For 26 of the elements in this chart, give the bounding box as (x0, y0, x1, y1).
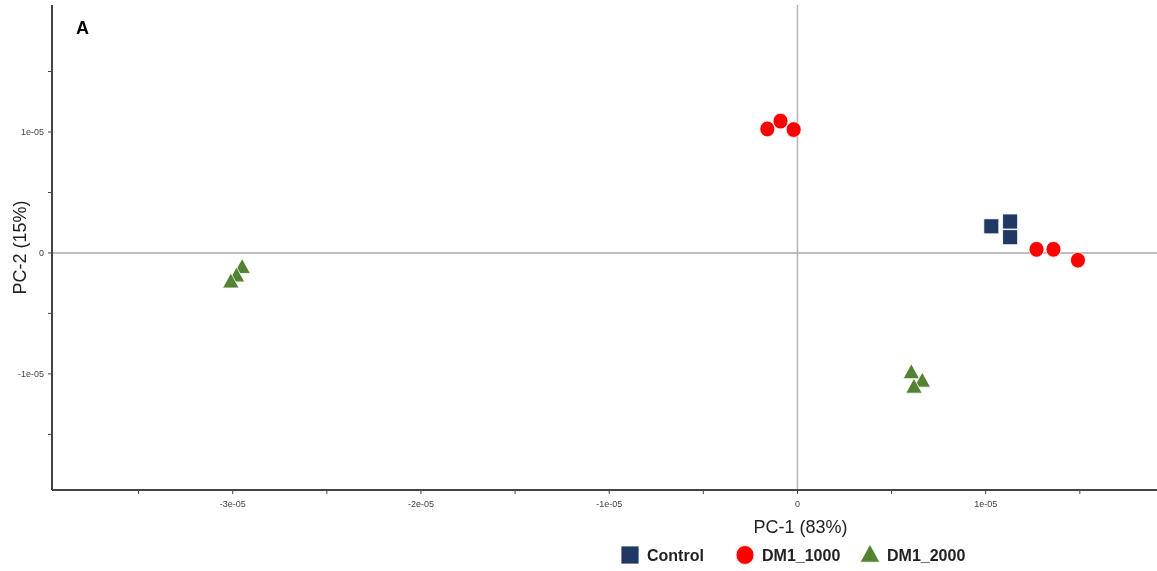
point (983, 218, 1000, 235)
point (902, 363, 920, 380)
point (759, 120, 776, 138)
y-tick-label: 0 (38, 247, 44, 258)
legend-label: DM1_2000 (887, 547, 966, 564)
legend-label: DM1_1000 (762, 547, 841, 564)
point (1070, 251, 1086, 269)
point (785, 121, 802, 138)
point (1002, 213, 1019, 230)
x-axis-title: PC-1 (83%) (753, 517, 848, 537)
y-tick-label: -1e-05 (17, 368, 44, 379)
point (905, 377, 923, 394)
point (1028, 241, 1045, 258)
point (1045, 241, 1062, 258)
y-tick-label: 1e-05 (20, 127, 44, 137)
x-tick-label: 1e-05 (974, 499, 998, 509)
point (1002, 229, 1019, 246)
annotation: A (76, 18, 89, 38)
x-tick-label: 0 (794, 499, 800, 509)
x-tick-label: -3e-05 (219, 499, 246, 509)
point (772, 112, 789, 130)
point (222, 272, 240, 289)
y-axis-title: PC-2 (15%) (10, 200, 30, 295)
x-tick-label: -1e-05 (596, 499, 623, 509)
legend-label: Control (647, 547, 704, 564)
x-tick-label: -2e-05 (407, 499, 434, 509)
